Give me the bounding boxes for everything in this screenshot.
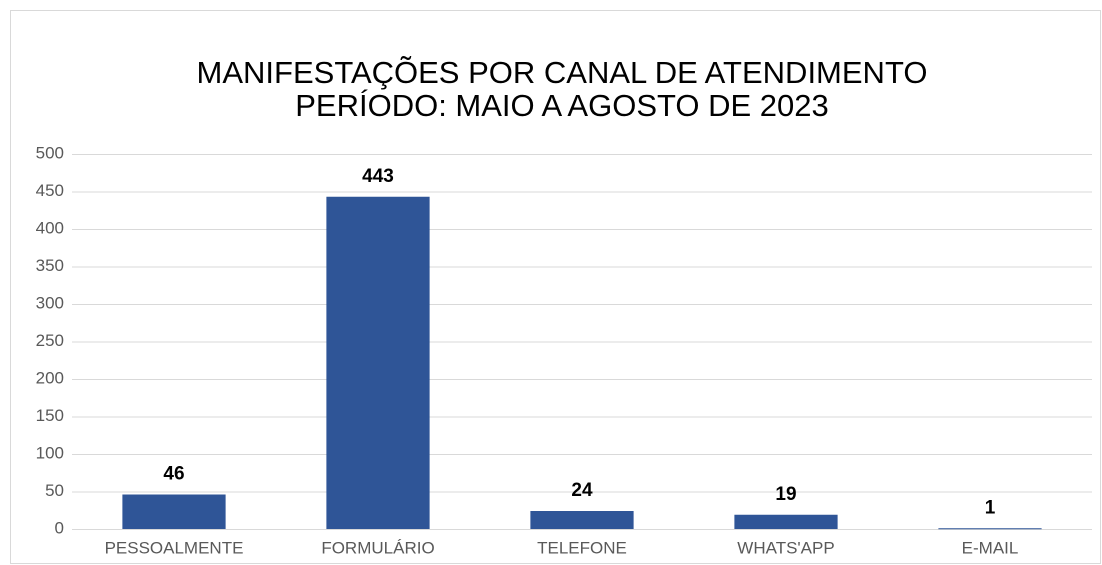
bar	[326, 196, 430, 529]
x-tick-label: PESSOALMENTE	[105, 538, 244, 557]
data-label: 443	[362, 166, 394, 187]
x-tick-label: WHATS'APP	[737, 538, 834, 557]
y-tick-label: 400	[36, 218, 64, 237]
x-tick-label: TELEFONE	[537, 538, 627, 557]
chart-border	[10, 10, 1101, 564]
y-tick-label: 0	[55, 518, 64, 537]
bar	[530, 511, 634, 529]
bar	[734, 514, 838, 529]
chart-subtitle: PERÍODO: MAIO A AGOSTO DE 2023	[295, 88, 829, 123]
y-tick-label: 450	[36, 181, 64, 200]
y-tick-label: 150	[36, 406, 64, 425]
x-tick-label: FORMULÁRIO	[321, 538, 434, 557]
y-tick-label: 100	[36, 443, 64, 462]
y-tick-label: 350	[36, 256, 64, 275]
bar	[122, 494, 226, 529]
data-label: 46	[163, 464, 184, 485]
chart-title: MANIFESTAÇÕES POR CANAL DE ATENDIMENTO	[197, 55, 928, 90]
y-tick-label: 300	[36, 293, 64, 312]
x-tick-label: E-MAIL	[962, 538, 1019, 557]
y-tick-label: 250	[36, 331, 64, 350]
data-label: 24	[571, 480, 593, 501]
data-label: 1	[985, 497, 996, 518]
bar	[938, 528, 1042, 530]
y-tick-label: 200	[36, 368, 64, 387]
data-label: 19	[775, 484, 796, 505]
y-tick-label: 500	[36, 143, 64, 162]
y-tick-label: 50	[45, 481, 64, 500]
